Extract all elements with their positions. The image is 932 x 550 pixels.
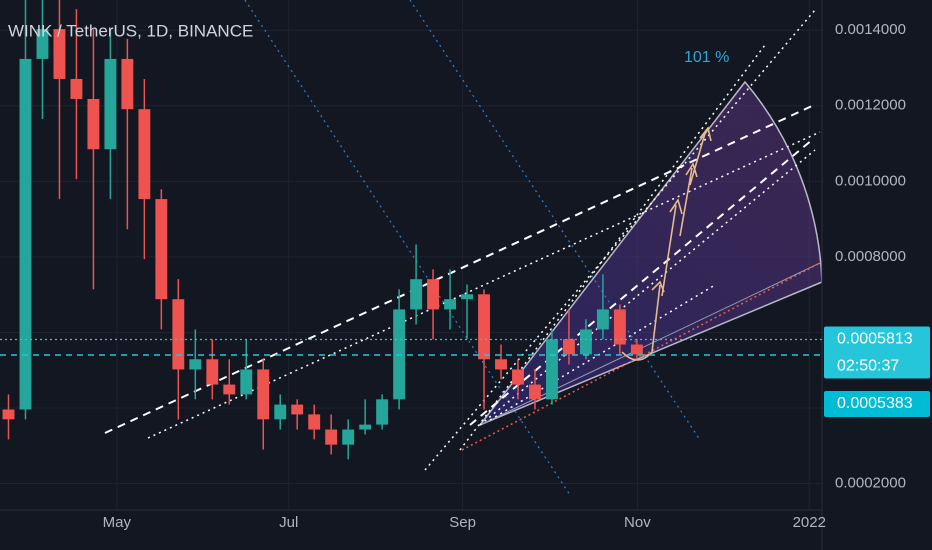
candle-body <box>613 309 626 345</box>
candle-body <box>240 369 253 395</box>
candle-body <box>410 279 423 310</box>
trend-line <box>479 149 816 426</box>
candle-body <box>563 339 575 355</box>
trend-line <box>489 284 716 421</box>
candle-body <box>376 399 389 425</box>
price-label: 0.0005383 <box>837 395 913 412</box>
candle-body <box>308 414 321 430</box>
candle-body <box>579 329 592 355</box>
projection-arrows <box>621 126 712 361</box>
candle-body <box>257 369 270 420</box>
y-tick-label: 0.0008000 <box>835 248 906 265</box>
trend-line <box>459 44 766 451</box>
candle-body <box>274 404 287 420</box>
price-label-box <box>824 391 930 417</box>
candle-body <box>138 109 151 200</box>
candle-body <box>223 384 236 395</box>
x-tick-label: Jul <box>279 514 298 531</box>
candle-body <box>427 279 440 310</box>
trend-line <box>409 0 701 441</box>
candle-body <box>291 404 304 415</box>
trend-line <box>244 0 571 496</box>
price-label: 0.0005813 <box>837 331 913 348</box>
candle-body <box>121 58 134 110</box>
candle-body <box>36 29 49 59</box>
candle-body <box>596 309 609 330</box>
candle-body <box>478 294 490 360</box>
chart-title: WINK / TetherUS, 1D, BINANCE <box>8 21 253 40</box>
y-tick-label: 0.0002000 <box>835 475 906 492</box>
candle-body <box>359 424 372 430</box>
candle-body <box>87 98 100 150</box>
x-tick-label: 2022 <box>793 514 826 531</box>
candle-body <box>189 359 202 370</box>
annotation: 101 % <box>684 49 729 66</box>
candle-body <box>495 359 507 370</box>
price-label-box <box>824 326 930 379</box>
candle-body <box>529 384 541 400</box>
candle-body <box>172 299 185 370</box>
candle-body <box>2 409 15 420</box>
candle-body <box>512 369 524 385</box>
x-tick-label: Nov <box>624 514 651 531</box>
candle-body <box>461 294 473 300</box>
candle-body <box>104 58 117 150</box>
x-tick-label: May <box>103 514 132 531</box>
trend-line <box>469 139 813 426</box>
trend-line <box>104 105 813 434</box>
candle-body <box>53 29 66 79</box>
y-tick-label: 0.0014000 <box>835 21 906 38</box>
candle-body <box>444 299 457 310</box>
x-tick-label: Sep <box>449 514 476 531</box>
countdown-label: 02:50:37 <box>837 358 899 375</box>
candle-body <box>630 344 643 355</box>
trend-line <box>424 9 816 471</box>
candle-body <box>155 199 168 300</box>
candle-body <box>70 78 83 99</box>
candle-body <box>325 429 338 445</box>
candle-body <box>546 339 558 400</box>
candle-body <box>206 359 219 385</box>
y-tick-label: 0.0012000 <box>835 97 906 114</box>
candle-body <box>342 429 355 445</box>
y-tick-label: 0.0010000 <box>835 172 906 189</box>
candle-body <box>19 58 32 410</box>
